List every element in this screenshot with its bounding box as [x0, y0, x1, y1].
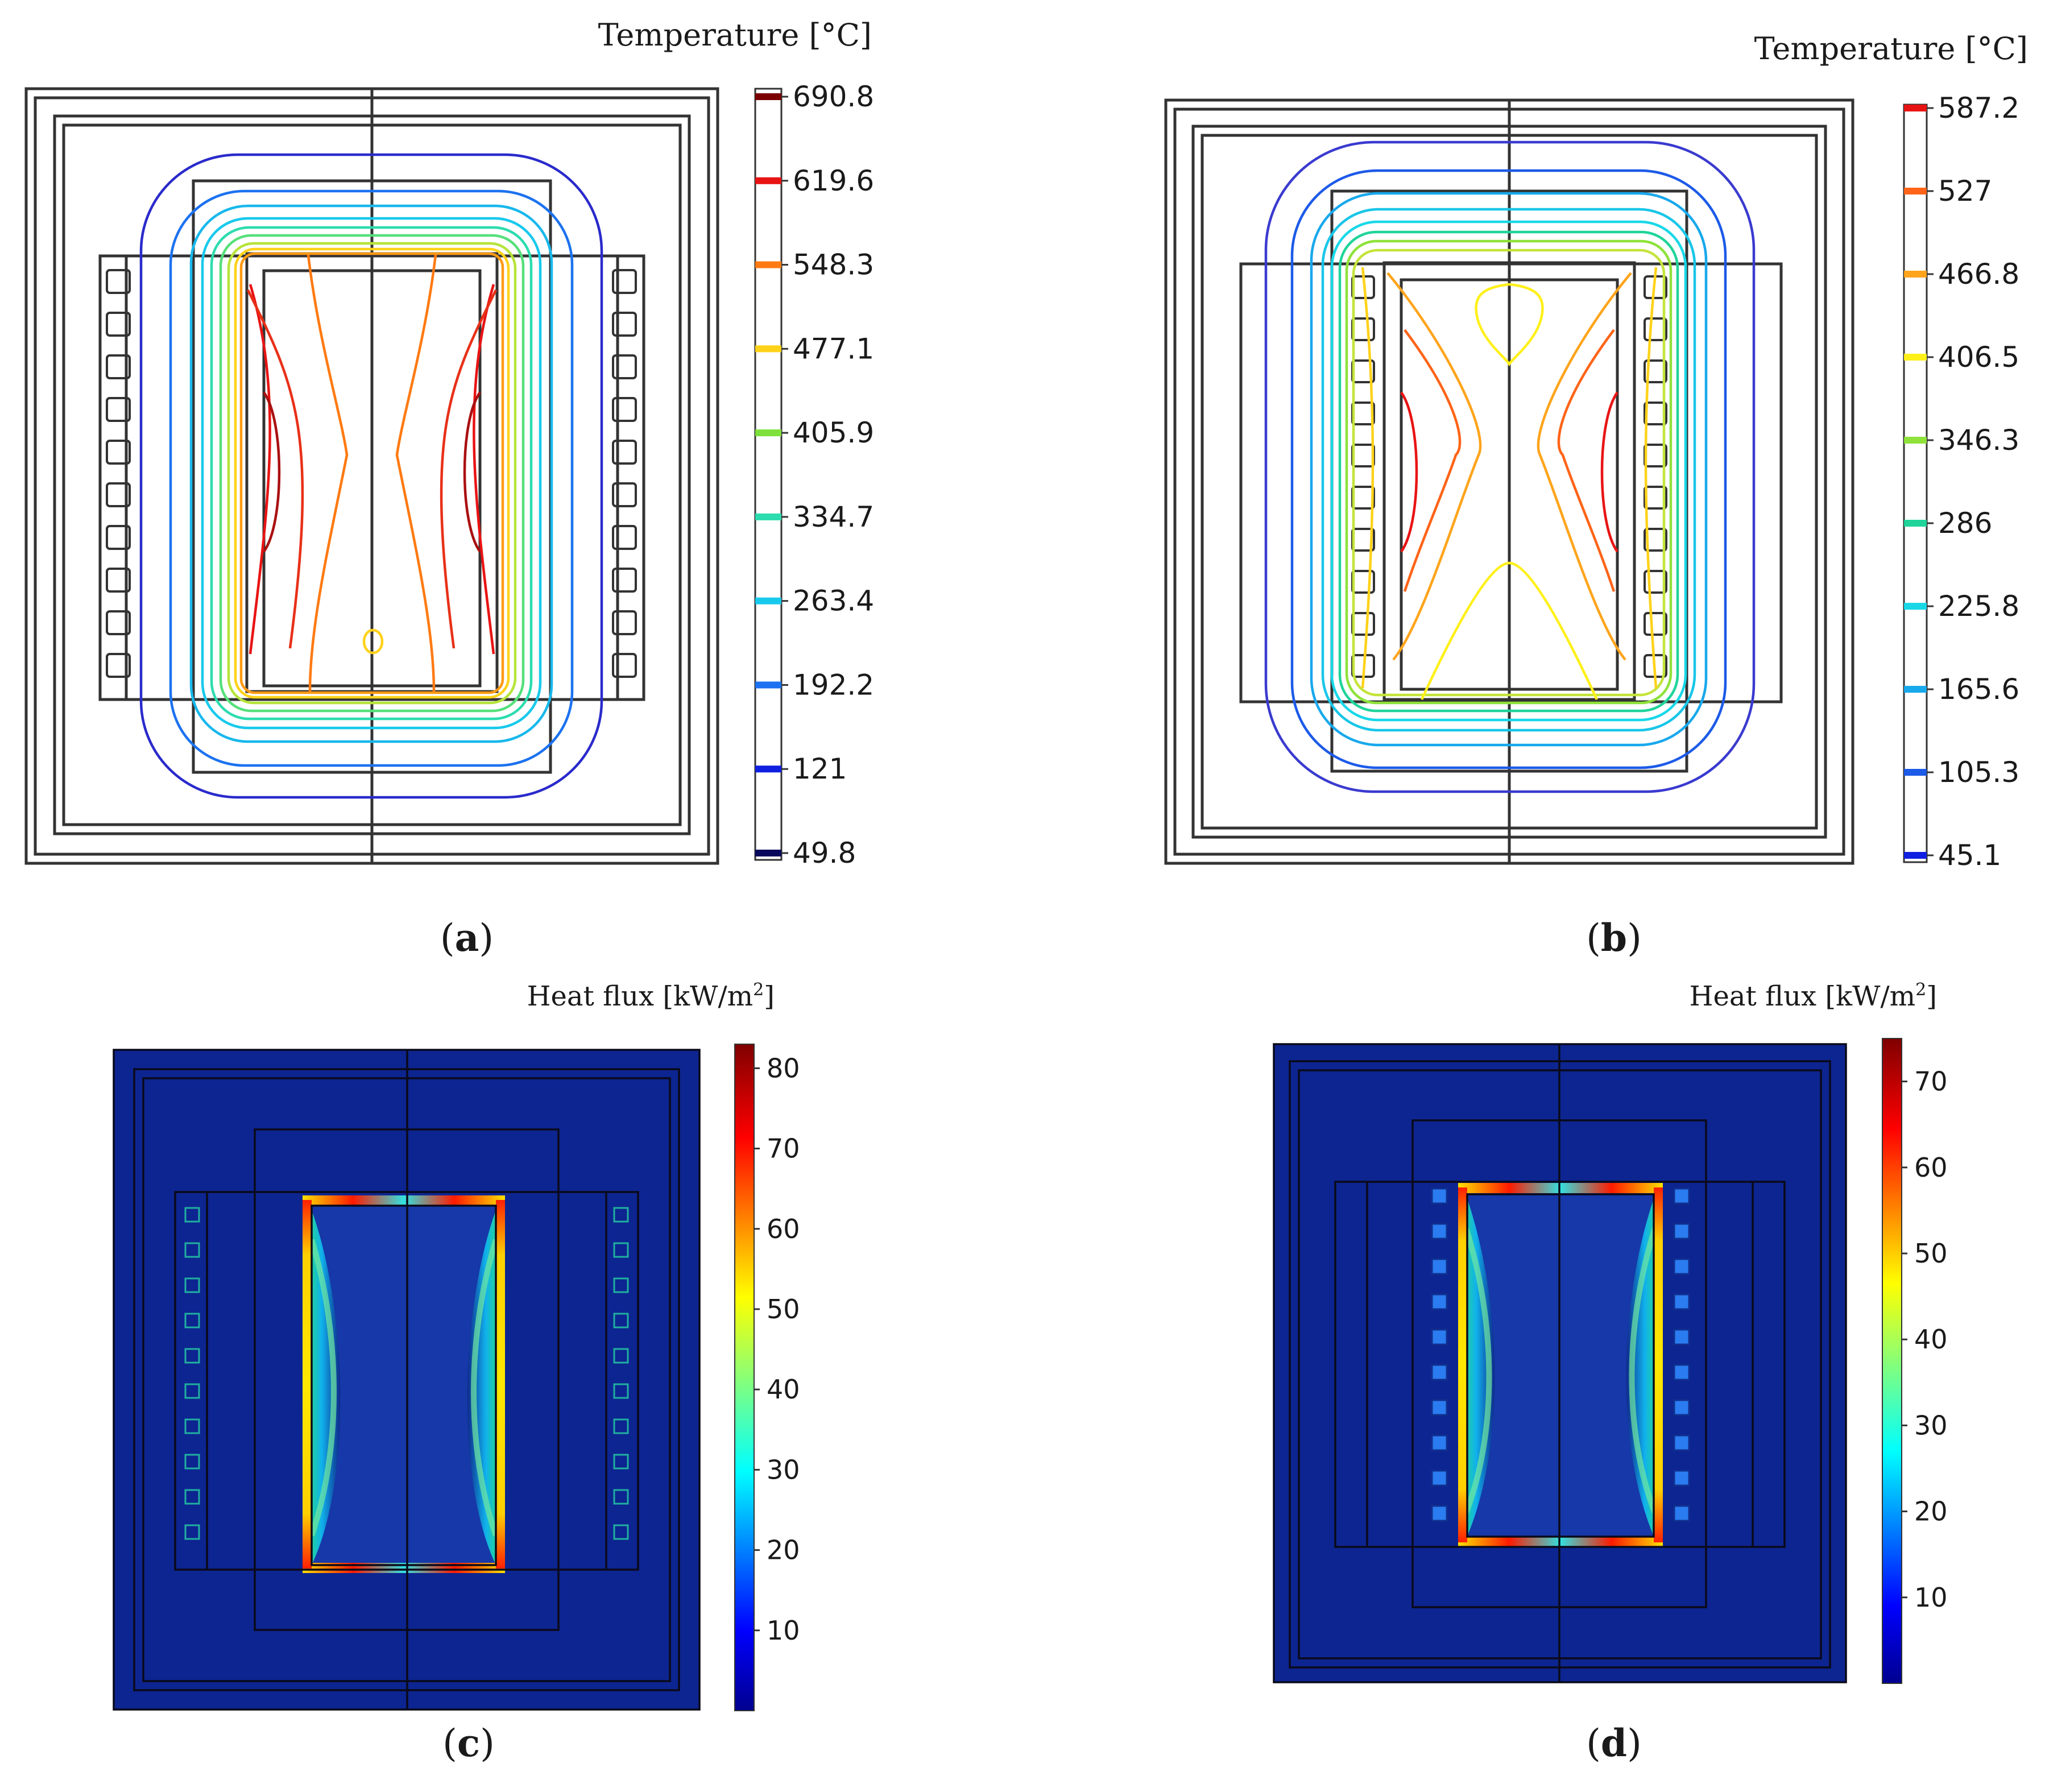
legend-title: Temperature [°C] [1754, 31, 2028, 67]
tick-group: 70 60 50 40 30 20 10 [1902, 1066, 1948, 1613]
panel-label: (d) [1586, 1721, 1642, 1765]
colorbar-swatch [1904, 354, 1927, 361]
tick-label: 50 [1914, 1238, 1948, 1269]
tick-label: 587.2 [1938, 92, 2019, 125]
panel-c: Heat flux [kW/m2] 80 70 60 50 40 30 20 10 (c) [113, 980, 800, 1765]
colorbar-swatch [755, 429, 781, 437]
colorbar-swatch [1904, 271, 1927, 278]
tick-label: 40 [767, 1374, 800, 1405]
legend: Heat flux [kW/m2] 80 70 60 50 40 30 20 10 [527, 980, 800, 1711]
tick-label: 690.8 [793, 80, 874, 113]
panel-label-letter: a [455, 916, 479, 960]
colorbar-swatch [1904, 686, 1927, 693]
furnace-geometry [24, 87, 719, 865]
tick-label: 40 [1914, 1324, 1948, 1355]
tick-label: 405.9 [793, 416, 874, 449]
legend-title: Temperature [°C] [598, 17, 872, 53]
colorbar-swatch [755, 765, 781, 773]
panel-label-letter: d [1601, 1721, 1627, 1765]
tick-label: 165.6 [1938, 673, 2019, 706]
panel-b: Temperature [°C] 587.2 527 466.8 406.5 346.3… [1164, 31, 2028, 960]
tick-label: 346.3 [1938, 424, 2019, 457]
legend: Temperature [°C] 587.2 527 466.8 406.5 346.3… [1754, 31, 2028, 872]
colorbar-swatch [1904, 852, 1927, 859]
colorbar-swatch [755, 513, 781, 520]
tick-label: 30 [767, 1454, 800, 1485]
furnace-geometry [1273, 1043, 1847, 1683]
tick-label: 60 [767, 1214, 800, 1244]
legend: Temperature [°C] 690.8 619.6 548.3 477.1 405… [598, 17, 875, 870]
panel-a: Temperature [°C] 690.8 619.6 548.3 477.1 405… [24, 17, 875, 960]
colorbar-swatch [755, 261, 781, 268]
panel-label: (a) [440, 916, 494, 960]
tick-label: 20 [1914, 1496, 1948, 1527]
vent-squares [184, 1207, 629, 1540]
colorbar-swatch [1904, 105, 1927, 111]
tick-group: 690.8 619.6 548.3 477.1 405.9 334.7 263.4 192.2… [755, 80, 874, 870]
colorbar-swatch [1904, 769, 1927, 776]
tick-label: 105.3 [1938, 756, 2019, 789]
colorbar-swatch [1904, 603, 1927, 610]
tick-label: 80 [767, 1053, 800, 1083]
colorbar-swatch [755, 597, 781, 605]
tick-label: 70 [1914, 1066, 1948, 1097]
colorbar-swatch [755, 93, 781, 100]
tick-label: 286 [1938, 507, 1992, 540]
colorbar-swatch [1904, 520, 1927, 527]
tick-label: 619.6 [793, 164, 874, 197]
tick-label: 60 [1914, 1152, 1948, 1183]
panel-label: (b) [1586, 916, 1642, 960]
colorbar-swatch [755, 177, 781, 184]
tick-label: 10 [767, 1615, 800, 1646]
isotherm-lines [139, 153, 603, 799]
tick-label: 225.8 [1938, 590, 2019, 623]
colorbar [1903, 104, 1928, 863]
furnace-geometry [1164, 98, 1854, 865]
colorbar [754, 88, 783, 861]
colorbar-swatch [755, 681, 781, 689]
legend: Heat flux [kW/m2] 70 60 50 40 30 20 10 [1690, 980, 1948, 1684]
tick-label: 263.4 [793, 585, 874, 618]
panel-label-letter: b [1601, 916, 1627, 960]
legend-title: Heat flux [kW/m2] [1690, 980, 1937, 1012]
tick-label: 20 [767, 1535, 800, 1566]
tick-label: 334.7 [793, 500, 874, 533]
colorbar-swatch [1904, 437, 1927, 444]
tick-label: 548.3 [793, 249, 874, 282]
panel-d: Heat flux [kW/m2] 70 60 50 40 30 20 10 (d) [1273, 980, 1948, 1765]
panel-label-letter: c [457, 1721, 480, 1765]
legend-title: Heat flux [kW/m2] [527, 980, 775, 1012]
tick-label: 30 [1914, 1410, 1948, 1441]
colorbar [734, 1044, 755, 1711]
tick-label: 49.8 [793, 837, 856, 870]
colorbar-swatch [1904, 188, 1927, 194]
colorbar [1882, 1038, 1902, 1684]
tick-group: 587.2 527 466.8 406.5 346.3 286 225.8 165.6 105.… [1904, 92, 2019, 872]
tick-label: 70 [767, 1133, 800, 1164]
tick-label: 45.1 [1938, 839, 2001, 872]
tick-label: 192.2 [793, 668, 874, 701]
tick-label: 10 [1914, 1582, 1948, 1613]
tick-label: 477.1 [793, 332, 874, 365]
tick-label: 406.5 [1938, 341, 2019, 374]
vent-squares [1431, 1187, 1690, 1522]
isotherm-lines [1264, 140, 1756, 793]
tick-label: 50 [767, 1294, 800, 1325]
tick-group: 80 70 60 50 40 30 20 10 [754, 1053, 800, 1646]
colorbar-swatch [755, 345, 781, 353]
tick-label: 527 [1938, 175, 1992, 208]
tick-label: 466.8 [1938, 258, 2019, 291]
panel-label: (c) [442, 1721, 495, 1765]
tick-label: 121 [793, 752, 847, 785]
furnace-geometry [113, 1049, 701, 1711]
colorbar-swatch [755, 850, 781, 856]
